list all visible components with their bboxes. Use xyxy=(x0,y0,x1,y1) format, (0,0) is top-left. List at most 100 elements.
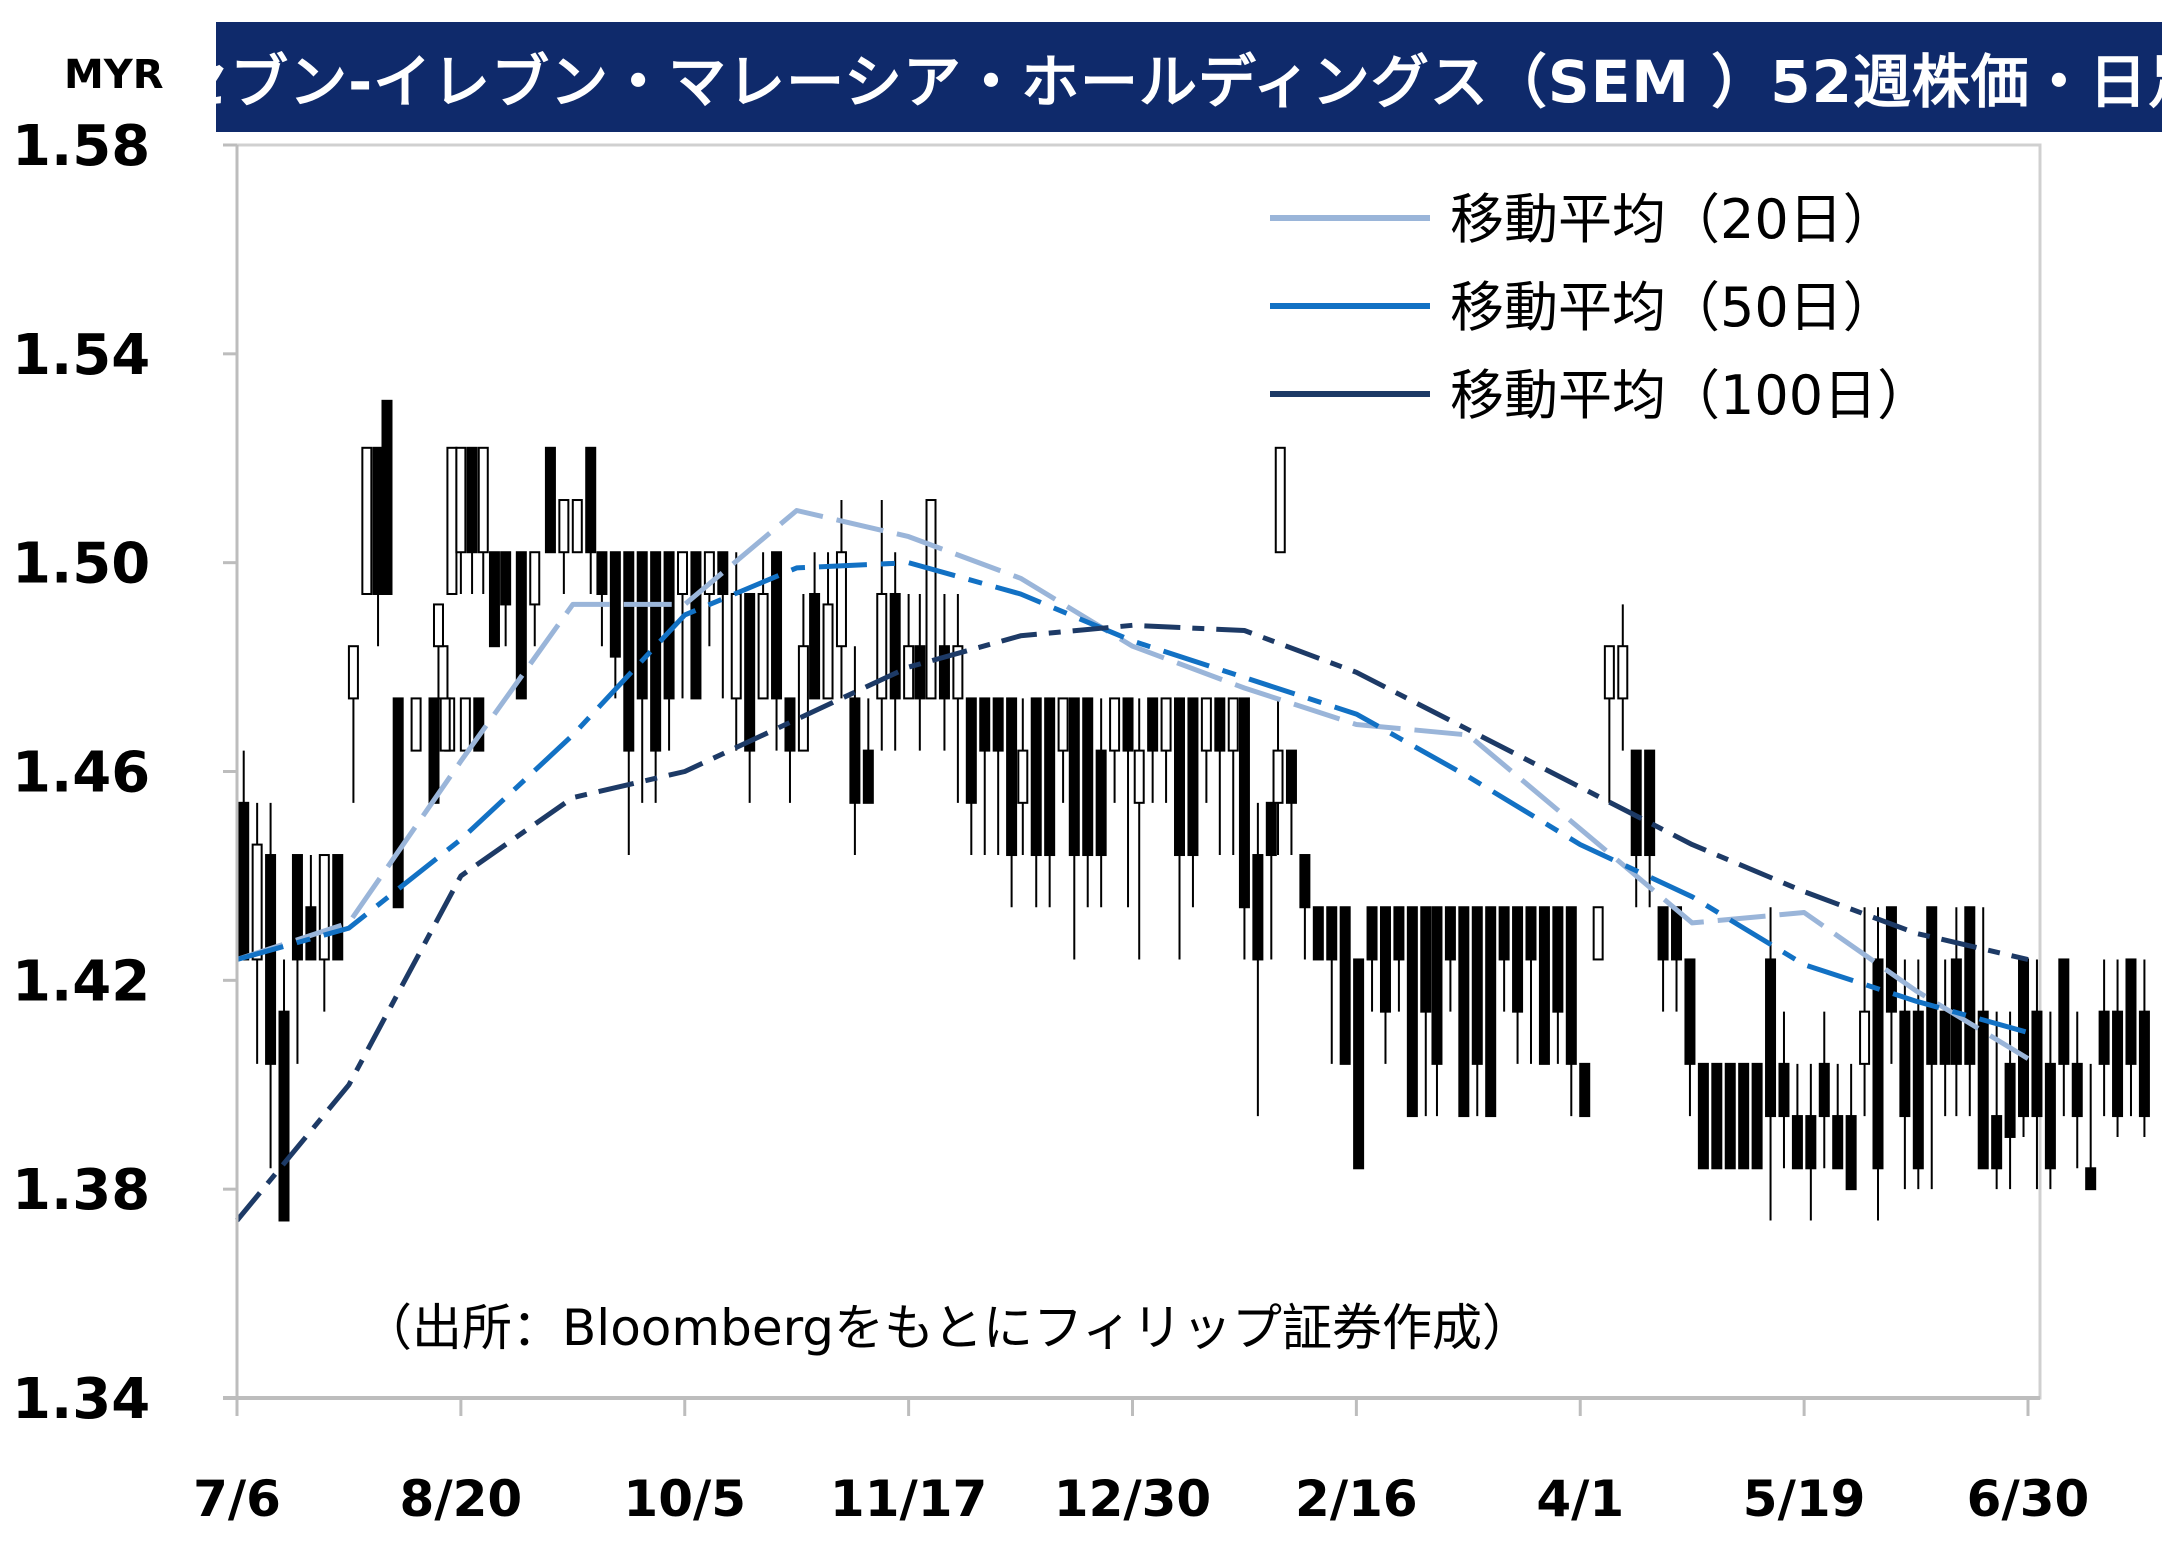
candle-body xyxy=(446,446,458,595)
candle-body xyxy=(1845,1115,1857,1191)
candle-body xyxy=(1187,697,1199,857)
candle-body xyxy=(914,645,926,700)
candle-body xyxy=(1791,1115,1803,1170)
candle-body xyxy=(925,499,937,700)
candle-body xyxy=(347,645,359,700)
candle-body xyxy=(1926,906,1938,1065)
legend: 移動平均（20日） 移動平均（50日） 移動平均（100日） xyxy=(1270,188,1931,427)
candle-body xyxy=(473,697,485,752)
candle-body xyxy=(992,697,1004,752)
x-tick-label: 2/16 xyxy=(1295,1470,1418,1528)
candle-body xyxy=(2085,1167,2097,1191)
candle-body xyxy=(459,697,471,752)
candle-body xyxy=(1431,906,1443,1065)
candle-body xyxy=(1326,906,1338,961)
candle-body xyxy=(515,551,527,700)
candle-body xyxy=(2071,1062,2083,1118)
candle-body xyxy=(1684,958,1696,1065)
candle-body xyxy=(238,801,250,961)
candle-body xyxy=(455,446,467,554)
candle-body xyxy=(1057,697,1069,752)
candle-body xyxy=(1751,1062,1763,1170)
candle-body xyxy=(1592,906,1604,961)
candle-body xyxy=(1630,749,1642,857)
candle-body xyxy=(558,499,570,554)
candle-body xyxy=(1964,906,1976,1065)
candle-body xyxy=(1312,906,1324,961)
candle-body xyxy=(1977,1010,1989,1170)
y-tick-label: 1.38 xyxy=(12,1158,150,1223)
candle-body xyxy=(1872,958,1884,1170)
candle-body xyxy=(318,854,330,961)
candle-body xyxy=(529,551,541,606)
candle-body xyxy=(1214,697,1226,752)
candle-body xyxy=(1174,697,1186,857)
candle-body xyxy=(703,551,715,595)
candle-body xyxy=(410,697,422,752)
candle-body xyxy=(1299,854,1311,909)
candle-body xyxy=(771,551,783,700)
candle-body xyxy=(1393,906,1405,961)
candle-body xyxy=(2004,1062,2016,1138)
x-tick-label: 10/5 xyxy=(623,1470,746,1528)
y-tick-label: 1.54 xyxy=(12,323,150,388)
candle-body xyxy=(952,645,964,700)
candle-body xyxy=(1227,697,1239,752)
candle-body xyxy=(1697,1062,1709,1170)
candle-body xyxy=(1109,697,1121,752)
candle-body xyxy=(889,592,901,700)
y-tick-label: 1.42 xyxy=(12,949,150,1014)
candle-body xyxy=(1939,1010,1951,1065)
candle-body xyxy=(1525,906,1537,961)
candle-body xyxy=(291,854,303,961)
candle-body xyxy=(2031,1010,2043,1118)
candle-body xyxy=(1912,1010,1924,1170)
candle-body xyxy=(1991,1115,2003,1170)
candle-body xyxy=(1885,906,1897,1013)
candle-body xyxy=(571,499,583,554)
candle-body xyxy=(1274,446,1286,554)
candle-body xyxy=(690,551,702,700)
candle-body xyxy=(903,645,915,700)
candle-body xyxy=(361,446,373,595)
candle-body xyxy=(1724,1062,1736,1170)
candle-body xyxy=(1899,1010,1911,1118)
ma-line-1 xyxy=(236,508,2030,1061)
candle-body xyxy=(1095,749,1107,857)
candle-body xyxy=(596,551,608,595)
x-tick-label: 6/30 xyxy=(1967,1470,2090,1528)
x-tick-label: 8/20 xyxy=(400,1470,523,1528)
candle-body xyxy=(332,854,344,961)
candle-body xyxy=(251,843,263,961)
candle-body xyxy=(466,446,478,554)
candle-body xyxy=(1252,854,1264,961)
chart-title-bar: セブン-イレブン・マレーシア・ホールディングス（SEM ）52週株価・日足 xyxy=(171,22,2167,132)
candle-body xyxy=(439,697,451,752)
candle-body xyxy=(965,697,977,804)
candle-body xyxy=(1272,749,1284,804)
candle-body xyxy=(1603,645,1615,700)
candle-body xyxy=(2125,958,2137,1065)
chart-title: セブン-イレブン・マレーシア・ホールディングス（SEM ）52週株価・日足 xyxy=(171,48,2167,116)
candle-body xyxy=(1285,749,1297,804)
y-axis-unit: MYR xyxy=(64,52,164,98)
y-tick-label: 1.46 xyxy=(12,741,150,806)
candle-body xyxy=(1512,906,1524,1013)
candle-body xyxy=(2018,958,2030,1118)
y-tick-label: 1.34 xyxy=(12,1367,150,1432)
candle-body xyxy=(744,592,756,752)
candle-body xyxy=(1644,749,1656,857)
candle-body xyxy=(1200,697,1212,752)
candle-body xyxy=(1030,697,1042,857)
candle-body xyxy=(1366,906,1378,961)
candle-body xyxy=(1711,1062,1723,1170)
candle-body xyxy=(609,551,621,658)
candle-body xyxy=(1160,697,1172,752)
candle-body xyxy=(2112,1010,2124,1118)
candle-body xyxy=(1238,697,1250,909)
x-tick-label: 12/30 xyxy=(1054,1470,1211,1528)
x-tick-label: 7/6 xyxy=(193,1470,281,1528)
candle-body xyxy=(1859,1010,1871,1065)
candle-body xyxy=(835,551,847,648)
